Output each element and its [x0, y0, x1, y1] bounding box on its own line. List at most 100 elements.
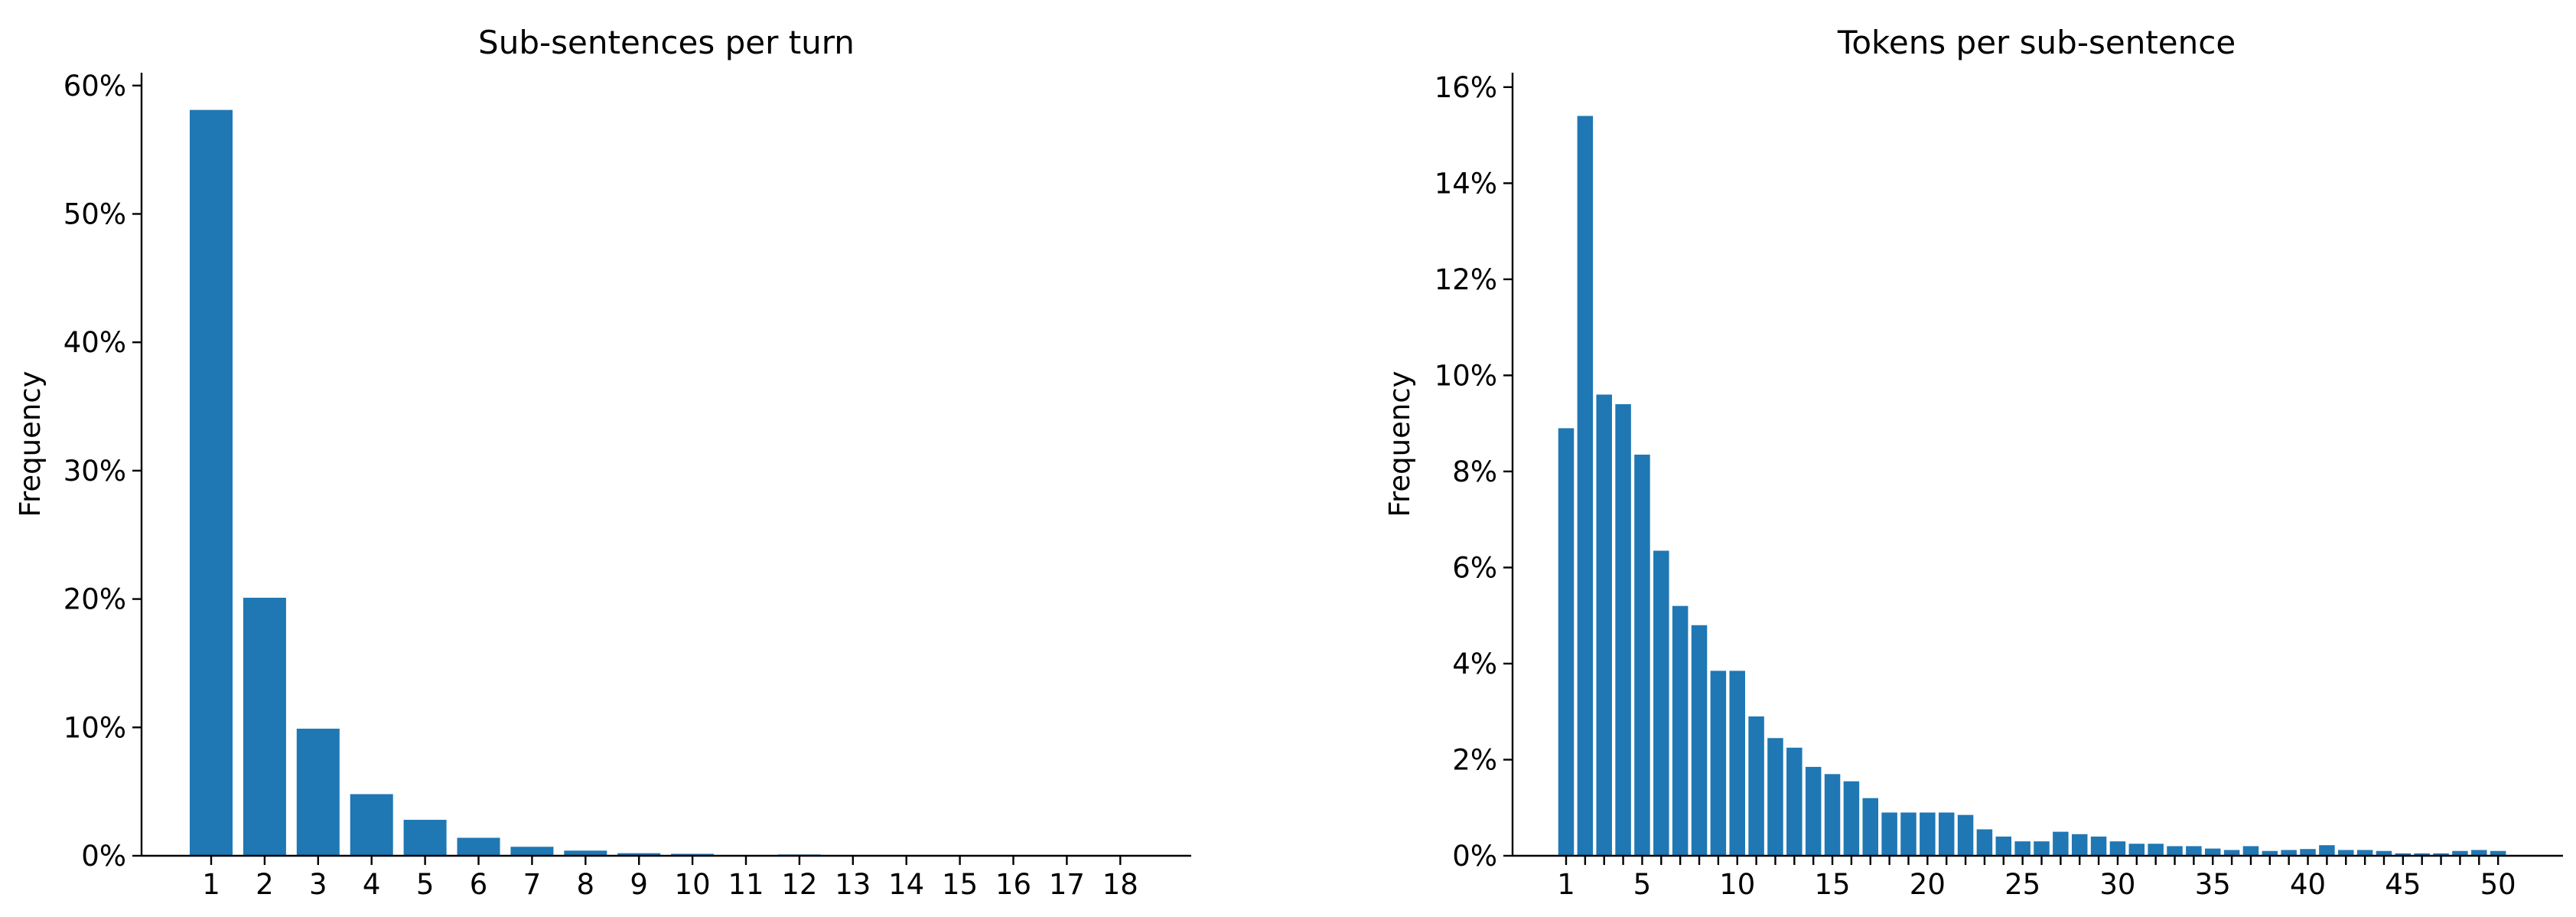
bar-2 — [243, 597, 286, 856]
ticks: 0%2%4%6%8%10%12%14%16%1 5 10 15 20 25 30 35 40 45… — [1435, 71, 2516, 901]
x-tick-label: 5 — [416, 868, 435, 901]
x-tick-label: 5 — [1633, 868, 1652, 901]
bar-9 — [1710, 671, 1727, 856]
x-tick-label: 2 — [256, 868, 274, 901]
bar-38 — [2262, 850, 2278, 856]
x-tick-label: 20 — [1910, 868, 1946, 901]
bar-2 — [1577, 116, 1594, 857]
bar-8 — [1691, 625, 1708, 856]
bar-13 — [1786, 747, 1803, 856]
y-tick-label: 12% — [1435, 263, 1497, 296]
x-tick-label: 8 — [577, 868, 595, 901]
bar-34 — [2186, 846, 2202, 856]
bar-5 — [1634, 454, 1650, 856]
y-tick-label: 2% — [1452, 743, 1497, 776]
y-tick-label: 10% — [64, 711, 126, 744]
x-tick-label: 40 — [2290, 868, 2326, 901]
bar-3 — [296, 728, 340, 856]
bar-48 — [2452, 850, 2468, 856]
x-tick-label: 16 — [995, 868, 1031, 901]
bar-31 — [2128, 844, 2145, 856]
x-tick-label: 4 — [363, 868, 381, 901]
y-tick-label: 40% — [64, 326, 126, 359]
chart-title: Sub-sentences per turn — [478, 24, 855, 61]
bar-39 — [2281, 850, 2297, 856]
x-tick-label: 50 — [2480, 868, 2516, 901]
y-tick-label: 0% — [1452, 840, 1497, 873]
bar-37 — [2242, 846, 2259, 856]
x-tick-label: 15 — [1814, 868, 1850, 901]
bars — [1558, 116, 2506, 857]
bar-40 — [2300, 849, 2316, 856]
bar-4 — [350, 794, 393, 856]
x-tick-label: 6 — [470, 868, 488, 901]
bar-21 — [1938, 812, 1955, 856]
bar-30 — [2109, 841, 2126, 856]
x-tick-label: 35 — [2195, 868, 2231, 901]
bar-3 — [1596, 394, 1612, 856]
bar-4 — [1615, 404, 1631, 856]
y-tick-label: 60% — [64, 70, 126, 103]
y-tick-label: 20% — [64, 583, 126, 616]
bar-41 — [2319, 845, 2335, 856]
y-tick-label: 30% — [64, 455, 126, 488]
x-tick-label: 10 — [675, 868, 711, 901]
bar-46 — [2414, 853, 2430, 856]
x-tick-label: 25 — [2004, 868, 2040, 901]
bar-1 — [190, 109, 233, 856]
x-tick-label: 30 — [2099, 868, 2135, 901]
y-axis-label: Frequency — [1383, 370, 1416, 517]
bar-1 — [1558, 428, 1575, 856]
ticks: 0%10%20%30%40%50%60%1 2 3 4 5 6 7 8 9 10 11 12 13 14 1… — [64, 70, 1138, 901]
bar-15 — [1824, 774, 1841, 856]
x-tick-label: 18 — [1102, 868, 1138, 901]
y-tick-label: 16% — [1435, 71, 1497, 104]
y-tick-label: 50% — [64, 197, 126, 230]
x-tick-label: 1 — [202, 868, 220, 901]
bar-45 — [2395, 853, 2412, 856]
x-tick-label: 10 — [1719, 868, 1755, 901]
bar-17 — [1862, 798, 1879, 856]
bar-50 — [2490, 850, 2506, 856]
bar-33 — [2167, 846, 2183, 856]
bar-25 — [2014, 841, 2031, 856]
bar-9 — [617, 853, 661, 856]
bar-27 — [2053, 831, 2069, 856]
x-tick-label: 14 — [888, 868, 924, 901]
bar-47 — [2433, 853, 2449, 856]
bar-5 — [403, 820, 447, 856]
y-tick-label: 0% — [81, 840, 126, 873]
bar-23 — [1976, 829, 1993, 856]
bar-49 — [2471, 850, 2487, 856]
x-tick-label: 11 — [728, 868, 764, 901]
y-tick-label: 8% — [1452, 455, 1497, 488]
x-tick-label: 15 — [942, 868, 978, 901]
bar-24 — [1995, 836, 2012, 856]
x-tick-label: 12 — [781, 868, 817, 901]
bar-12 — [1767, 738, 1783, 856]
bar-35 — [2204, 848, 2221, 856]
y-tick-label: 4% — [1452, 648, 1497, 680]
chart-title: Tokens per sub-sentence — [1837, 24, 2236, 61]
bar-10 — [671, 853, 715, 856]
bar-10 — [1729, 671, 1745, 856]
x-tick-label: 13 — [835, 868, 871, 901]
bar-16 — [1843, 781, 1860, 856]
bar-19 — [1900, 812, 1917, 856]
bar-11 — [1748, 716, 1764, 856]
bar-22 — [1957, 814, 1974, 856]
y-tick-label: 14% — [1435, 167, 1497, 200]
x-tick-label: 7 — [523, 868, 542, 901]
chart-tokens-per-sub-sentence: Tokens per sub-sentence Frequency 0% 2% 4%… — [1383, 24, 2563, 901]
x-tick-label: 3 — [309, 868, 327, 901]
x-tick-label: 1 — [1557, 868, 1575, 901]
bar-43 — [2356, 850, 2373, 856]
y-tick-label: 6% — [1452, 551, 1497, 584]
chart-sub-sentences-per-turn: Sub-sentences per turn Frequency 0% 10% 20… — [14, 24, 1191, 901]
bar-14 — [1805, 766, 1822, 856]
x-tick-label: 9 — [630, 868, 648, 901]
bar-29 — [2090, 836, 2107, 856]
bar-7 — [510, 847, 554, 856]
bar-42 — [2338, 850, 2354, 856]
x-tick-label: 17 — [1049, 868, 1085, 901]
